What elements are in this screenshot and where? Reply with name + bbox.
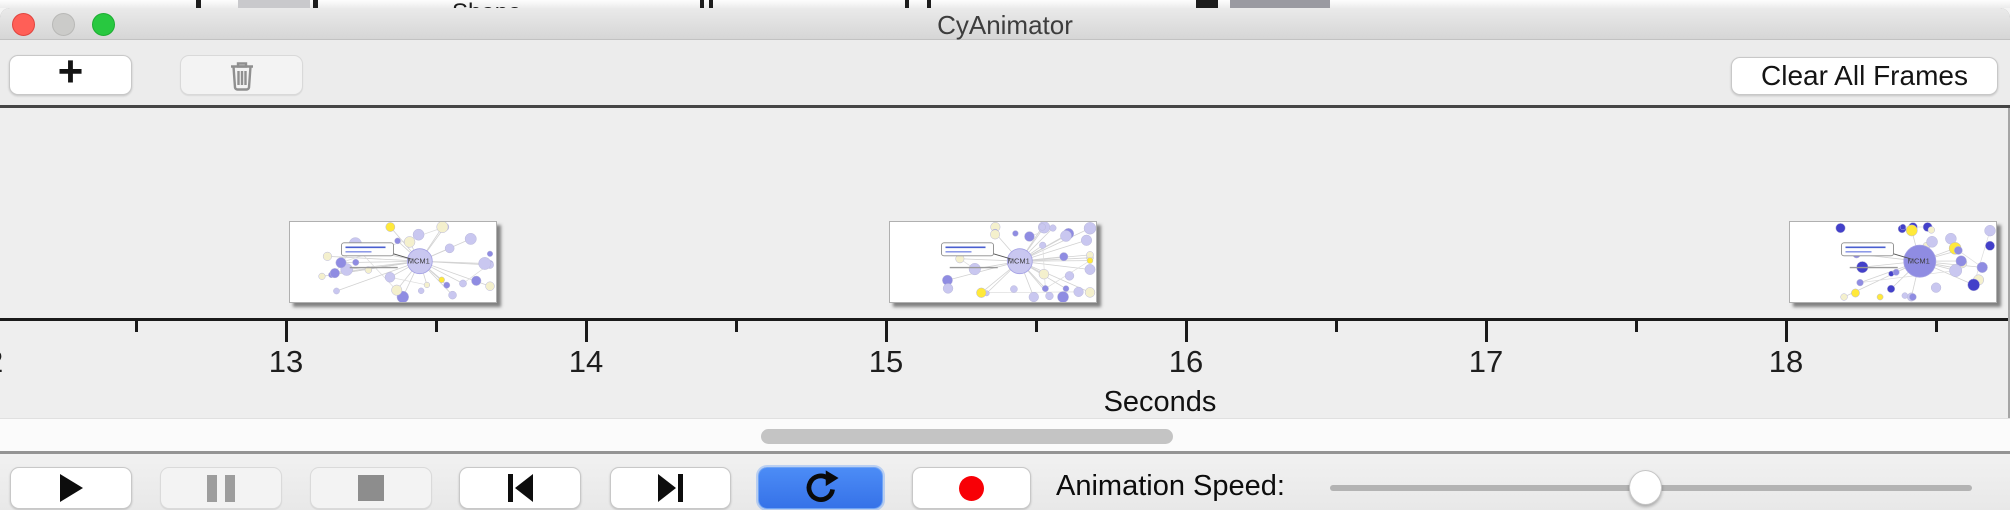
background-artifact [238,0,310,8]
network-graph-thumbnail: MCM1 [941,222,1096,302]
tick-label: 12 [0,344,26,380]
pause-button[interactable] [160,467,282,509]
tick-label: 15 [868,344,904,379]
loop-icon [806,470,839,502]
close-window-button[interactable] [12,13,35,36]
delete-frame-button[interactable] [180,55,303,95]
scrollbar-thumb[interactable] [761,429,1173,444]
minor-tick [735,321,738,332]
major-tick [885,321,888,342]
timeline-axis [0,318,2010,321]
clear-all-frames-button[interactable]: Clear All Frames [1731,57,1998,95]
animation-speed-label: Animation Speed: [1056,470,1285,502]
keyframe-thumbnail[interactable]: MCM1 [1789,221,1997,303]
major-tick [285,321,288,342]
background-artifact [196,0,201,8]
stop-icon [358,475,384,501]
keyframe-thumbnail[interactable]: MCM1 [289,221,497,303]
network-graph-thumbnail: MCM1 [318,222,495,302]
toolbar: + Clear All Frames [0,40,2010,105]
background-artifact [927,0,931,8]
minor-tick [1035,321,1038,332]
timeline-panel[interactable]: 12 13 14 15 16 17 18 MCM1 MCM1 MCM1 Seconds [0,105,2010,418]
loop-button[interactable] [758,467,883,509]
svg-text:MCM1: MCM1 [408,257,430,266]
major-tick [1185,321,1188,342]
background-window-label: Shape [452,0,521,8]
tick-label: 17 [1468,344,1504,379]
major-tick [585,321,588,342]
tick-label: 14 [568,344,604,379]
axis-units-label: Seconds [1103,386,1217,418]
tick-label: 16 [1168,344,1204,379]
background-artifact [1230,0,1330,8]
minor-tick [435,321,438,332]
background-artifact [700,0,704,8]
stop-button[interactable] [310,467,432,509]
pause-icon [207,474,235,502]
network-graph-thumbnail: MCM1 [1835,222,1996,302]
window-title: CyAnimator [937,10,1073,40]
minor-tick [1635,321,1638,332]
tick-label: 18 [1768,344,1804,379]
skip-end-icon [657,474,683,502]
background-artifact [905,0,909,8]
record-icon [959,475,984,501]
svg-text:MCM1: MCM1 [1908,257,1930,266]
timeline-scrollbar[interactable] [0,418,2010,454]
playback-control-bar: Animation Speed: [0,454,2010,510]
skip-to-start-button[interactable] [459,467,581,509]
background-artifact [1196,0,1218,8]
add-frame-button[interactable]: + [9,47,132,96]
minor-tick [1335,321,1338,332]
keyframe-thumbnail[interactable]: MCM1 [889,221,1097,303]
play-icon [60,474,83,502]
record-button[interactable] [912,467,1031,509]
trash-icon [230,62,253,91]
background-artifact [313,0,318,8]
clear-all-frames-label: Clear All Frames [1761,60,1968,91]
title-bar: CyAnimator [0,8,2010,40]
cyanimator-window: CyAnimator + Clear All Frames [0,8,2010,510]
plus-icon: + [57,47,84,96]
zoom-window-button[interactable] [92,13,115,36]
minor-tick [1935,321,1938,332]
panel-right-edge [2008,108,2010,418]
play-button[interactable] [10,467,132,509]
tick-label: 13 [268,344,304,379]
major-tick [1485,321,1488,342]
skip-to-end-button[interactable] [610,467,731,509]
background-window-strip: Shape [0,0,2010,8]
minimize-window-button[interactable] [52,13,75,36]
background-artifact [709,0,713,8]
animation-speed-slider-thumb[interactable] [1629,470,1662,505]
minor-tick [135,321,138,332]
skip-start-icon [508,474,533,502]
major-tick [1785,321,1788,342]
svg-text:MCM1: MCM1 [1008,257,1030,266]
